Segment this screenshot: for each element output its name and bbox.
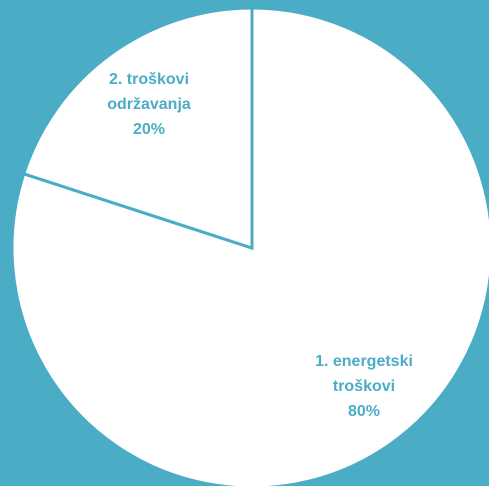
pie-labels: 1. energetski troškovi 80% 2. troškovi održa…	[107, 71, 413, 420]
pie-label-line: troškovi	[333, 378, 395, 395]
pie-label-line: održavanja	[107, 96, 191, 113]
pie-slice-troskovi-odrzavanja	[21, 6, 254, 251]
pie-label-line: 20%	[133, 121, 165, 138]
pie-label-line: 80%	[348, 403, 380, 420]
pie-label-line: 2. troškovi	[109, 71, 189, 88]
pie-label-troskovi-odrzavanja: 2. troškovi održavanja 20%	[107, 71, 191, 138]
pie-label-energetski-troskovi: 1. energetski troškovi 80%	[315, 353, 413, 420]
pie-slices	[10, 6, 489, 486]
pie-slice-energetski-troskovi	[10, 6, 489, 486]
pie-label-line: 1. energetski	[315, 353, 413, 370]
